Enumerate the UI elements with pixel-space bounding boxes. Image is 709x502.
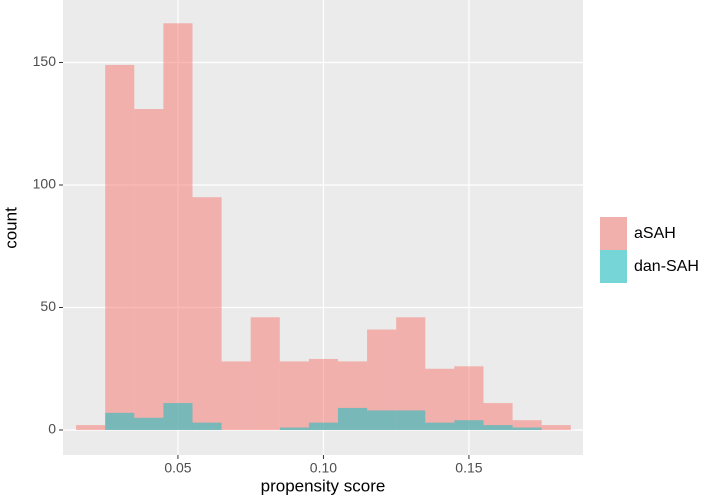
x-tick-label: 0.15: [455, 460, 482, 476]
bar: [279, 427, 309, 431]
legend-label: dan-SAH: [634, 258, 699, 275]
legend-key: [600, 250, 627, 283]
x-axis-title: propensity score: [261, 476, 386, 495]
y-axis-title: count: [1, 207, 20, 249]
legend-label: aSAH: [634, 225, 676, 242]
bar: [425, 368, 455, 431]
y-tick-label: 150: [33, 53, 57, 69]
bar: [105, 64, 135, 431]
bar: [454, 420, 484, 431]
bar: [221, 361, 251, 431]
x-tick-label: 0.05: [164, 460, 191, 476]
bar: [512, 427, 542, 431]
bar: [163, 403, 193, 431]
y-tick-label: 50: [40, 298, 56, 314]
y-tick-label: 0: [48, 421, 56, 437]
x-tick-label: 0.10: [310, 460, 337, 476]
bar: [337, 407, 368, 431]
bar: [76, 425, 106, 431]
bar: [454, 366, 484, 431]
bar: [192, 197, 222, 431]
bar: [483, 425, 513, 431]
bar: [425, 422, 455, 431]
bar: [279, 361, 309, 431]
bar: [163, 23, 193, 431]
y-tick-label: 100: [33, 176, 57, 192]
bar: [308, 358, 338, 431]
bar: [105, 412, 135, 431]
bar: [134, 109, 164, 431]
legend-key: [600, 217, 627, 250]
bar: [134, 417, 164, 431]
bar: [396, 410, 426, 431]
bar: [512, 420, 542, 431]
bar: [192, 422, 222, 431]
bar: [541, 425, 571, 431]
bar: [367, 410, 397, 431]
bar: [250, 317, 280, 431]
bar: [308, 422, 338, 431]
